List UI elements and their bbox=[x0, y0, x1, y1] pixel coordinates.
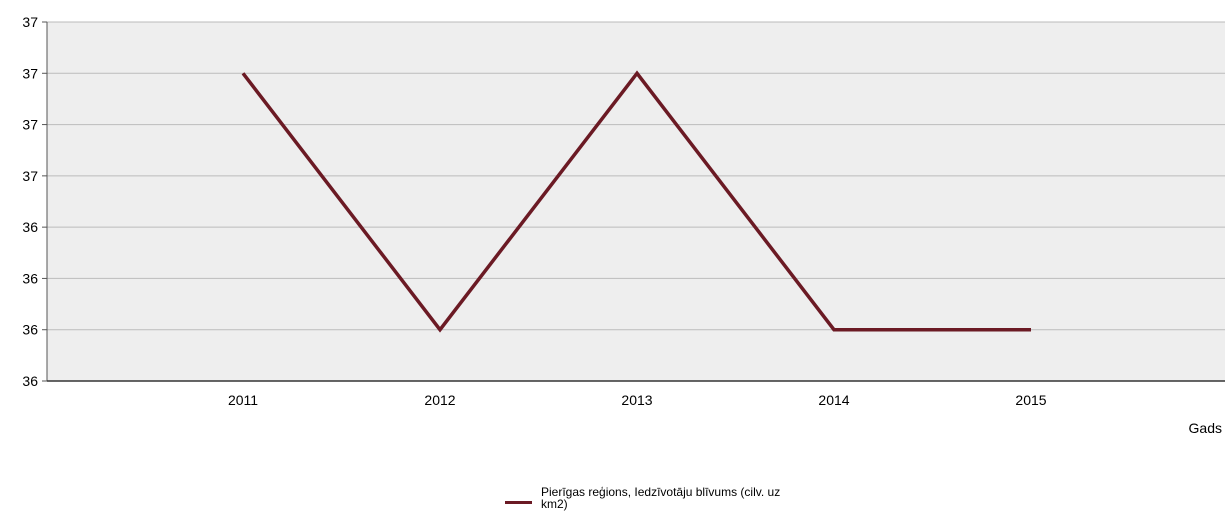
y-tick-label: 37 bbox=[22, 14, 38, 30]
x-axis-label: Gads bbox=[1189, 420, 1222, 436]
y-tick-label: 36 bbox=[22, 322, 38, 338]
axes bbox=[42, 21, 1225, 382]
y-tick-label: 36 bbox=[22, 373, 38, 389]
plot-background bbox=[47, 22, 1225, 381]
x-tick-label: 2012 bbox=[424, 392, 455, 408]
legend: Pierīgas reģions, Iedzīvotāju blīvums (c… bbox=[505, 486, 805, 516]
legend-label: Pierīgas reģions, Iedzīvotāju blīvums (c… bbox=[541, 486, 781, 511]
y-tick-label: 36 bbox=[22, 219, 38, 235]
y-tick-labels: 37 37 37 37 36 36 36 36 bbox=[22, 14, 38, 389]
x-tick-label: 2011 bbox=[228, 392, 258, 408]
x-tick-labels: 2011 2012 2013 2014 2015 bbox=[228, 392, 1047, 408]
y-tick-label: 36 bbox=[22, 270, 38, 286]
y-tick-label: 37 bbox=[22, 168, 38, 184]
y-tick-label: 37 bbox=[22, 117, 38, 133]
x-tick-label: 2015 bbox=[1015, 392, 1046, 408]
legend-swatch bbox=[505, 501, 532, 504]
y-tick-label: 37 bbox=[22, 65, 38, 81]
x-tick-label: 2013 bbox=[621, 392, 652, 408]
plot-area bbox=[47, 22, 1225, 381]
series-lines bbox=[241, 70, 1032, 333]
x-tick-label: 2014 bbox=[818, 392, 849, 408]
